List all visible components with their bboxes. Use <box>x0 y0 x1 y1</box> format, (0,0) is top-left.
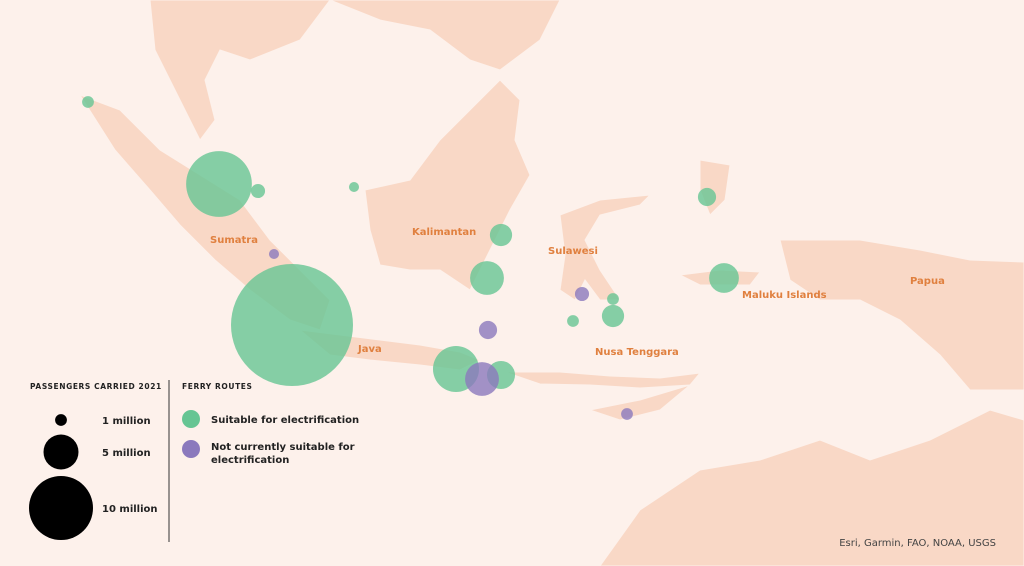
route-bubble <box>697 187 717 207</box>
route-bubble <box>470 261 504 295</box>
region-label: Maluku Islands <box>742 290 827 301</box>
route-bubble <box>465 362 499 396</box>
region-label: Nusa Tenggara <box>595 347 679 358</box>
size-key <box>43 434 79 470</box>
legend-title: FERRY ROUTES <box>182 382 253 391</box>
region-label: Papua <box>910 276 945 287</box>
route-bubble <box>82 96 94 108</box>
legend-swatch <box>182 410 200 428</box>
route-bubble <box>601 304 625 328</box>
route-bubble <box>348 181 360 193</box>
region-label: Kalimantan <box>412 227 476 238</box>
route-bubble <box>250 183 266 199</box>
region-label: Sulawesi <box>548 246 598 257</box>
route-bubble <box>489 223 513 247</box>
route-bubble <box>268 248 280 260</box>
route-bubble <box>574 286 590 302</box>
route-bubble <box>621 408 633 420</box>
region-label: Sumatra <box>210 235 258 246</box>
size-key <box>29 476 93 540</box>
legend-label: Not currently suitable for electrificati… <box>211 442 355 466</box>
legend-swatch <box>182 440 200 458</box>
size-label: 10 million <box>102 504 158 515</box>
route-bubble <box>231 264 353 386</box>
attribution: Esri, Garmin, FAO, NOAA, USGS <box>839 538 996 549</box>
region-label: Java <box>357 344 382 355</box>
route-bubble <box>607 293 619 305</box>
route-bubble <box>478 320 498 340</box>
legend-title: PASSENGERS CARRIED 2021 <box>30 382 162 391</box>
land <box>78 0 1024 566</box>
route-bubble <box>186 151 252 217</box>
legend-label: Suitable for electrification <box>211 415 359 426</box>
size-label: 5 million <box>102 448 151 459</box>
route-bubble <box>567 315 579 327</box>
size-key <box>55 414 67 426</box>
size-label: 1 million <box>102 416 151 427</box>
route-bubble <box>709 263 739 293</box>
